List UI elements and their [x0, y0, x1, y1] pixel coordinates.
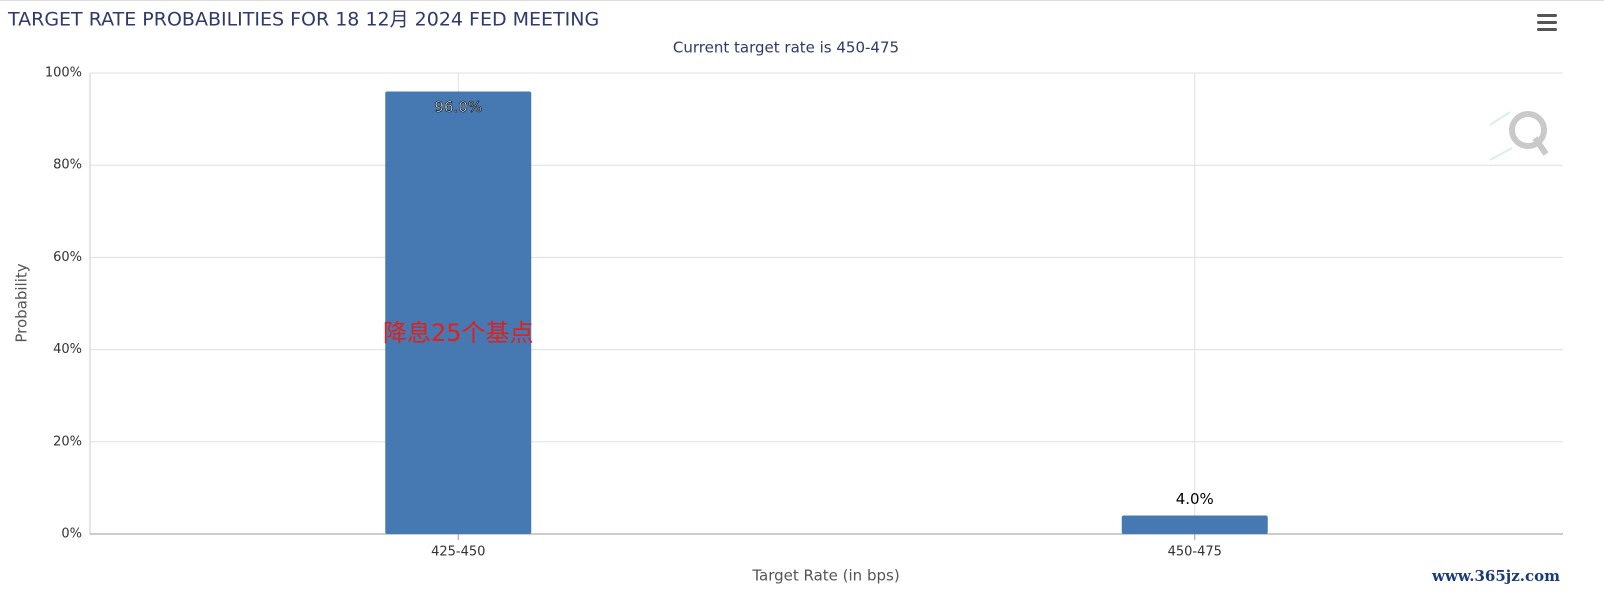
menu-button[interactable] — [1537, 14, 1557, 31]
y-axis-label: Probability — [13, 263, 31, 342]
y-tick-label: 40% — [53, 342, 82, 357]
bar — [385, 91, 532, 534]
menu-bar — [1537, 14, 1557, 17]
y-tick-label: 0% — [61, 527, 82, 542]
y-tick-label: 20% — [53, 434, 82, 449]
y-tick-label: 100% — [45, 66, 82, 81]
logo-ring — [1509, 111, 1547, 149]
logo — [1489, 111, 1549, 161]
annotation: 降息25个基点 — [383, 319, 534, 347]
data-label: 96.0% — [434, 98, 482, 116]
bar — [1121, 515, 1268, 534]
logo-tail — [1532, 136, 1549, 156]
chart-title: TARGET RATE PROBABILITIES FOR 18 12月 202… — [7, 9, 599, 31]
x-axis-label: Target Rate (in bps) — [751, 567, 899, 585]
logo-stroke — [1489, 111, 1511, 126]
y-tick-label: 60% — [53, 250, 82, 265]
x-tick-label: 425-450 — [431, 545, 485, 560]
x-tick-label: 450-475 — [1168, 545, 1222, 560]
logo-stroke — [1489, 147, 1513, 161]
chart-subtitle: Current target rate is 450-475 — [673, 39, 899, 57]
y-tick-label: 80% — [53, 158, 82, 173]
menu-bar — [1537, 21, 1557, 24]
data-label: 4.0% — [1176, 490, 1214, 508]
watermark: www.365jz.com — [1431, 567, 1560, 585]
menu-bar — [1537, 28, 1557, 31]
